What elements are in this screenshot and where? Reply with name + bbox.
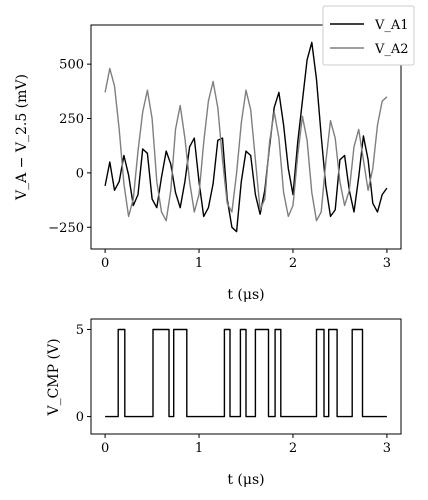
top-chart: 0 1 2 3 −250 0 250 500 t (μs) V_A − V_2.5 (mV)… xyxy=(14,5,415,303)
top-y-axis-label: V_A − V_2.5 (mV) xyxy=(14,74,30,201)
top-series-lines xyxy=(104,41,388,233)
legend-label-va2: V_A2 xyxy=(374,42,409,57)
bottom-x-ticks: 0 1 2 3 xyxy=(101,434,391,456)
y-tick-label: 500 xyxy=(59,58,84,73)
x-tick-label: 0 xyxy=(101,256,109,271)
y-tick-label: 5 xyxy=(76,323,84,338)
x-tick-label: 2 xyxy=(289,256,297,271)
y-tick-label: 0 xyxy=(76,166,84,181)
top-y-ticks: −250 0 250 500 xyxy=(48,58,91,236)
x-tick-label: 2 xyxy=(289,441,297,456)
x-tick-label: 3 xyxy=(383,441,391,456)
x-tick-label: 1 xyxy=(195,256,203,271)
legend-box xyxy=(322,5,415,66)
legend-label-va1: V_A1 xyxy=(374,18,409,33)
legend: V_A1 V_A2 xyxy=(322,5,415,66)
series-line-1-0 xyxy=(105,328,387,418)
bottom-plot-frame xyxy=(90,318,402,435)
x-tick-label: 3 xyxy=(383,256,391,271)
bottom-x-axis-label: t (μs) xyxy=(227,472,264,488)
top-x-ticks: 0 1 2 3 xyxy=(101,249,391,271)
x-tick-label: 0 xyxy=(101,441,109,456)
top-plot-frame xyxy=(90,24,402,250)
y-tick-label: 250 xyxy=(59,112,84,127)
bottom-y-ticks: 05 xyxy=(76,323,91,425)
y-tick-label: −250 xyxy=(48,221,84,236)
y-tick-label: 0 xyxy=(76,410,84,425)
bottom-y-axis-label: V_CMP (V) xyxy=(46,338,62,416)
series-line-0-1 xyxy=(104,67,388,222)
x-tick-label: 1 xyxy=(195,441,203,456)
series-line-0-0 xyxy=(104,41,388,233)
bottom-series-lines xyxy=(105,328,387,418)
top-x-axis-label: t (μs) xyxy=(227,287,264,303)
